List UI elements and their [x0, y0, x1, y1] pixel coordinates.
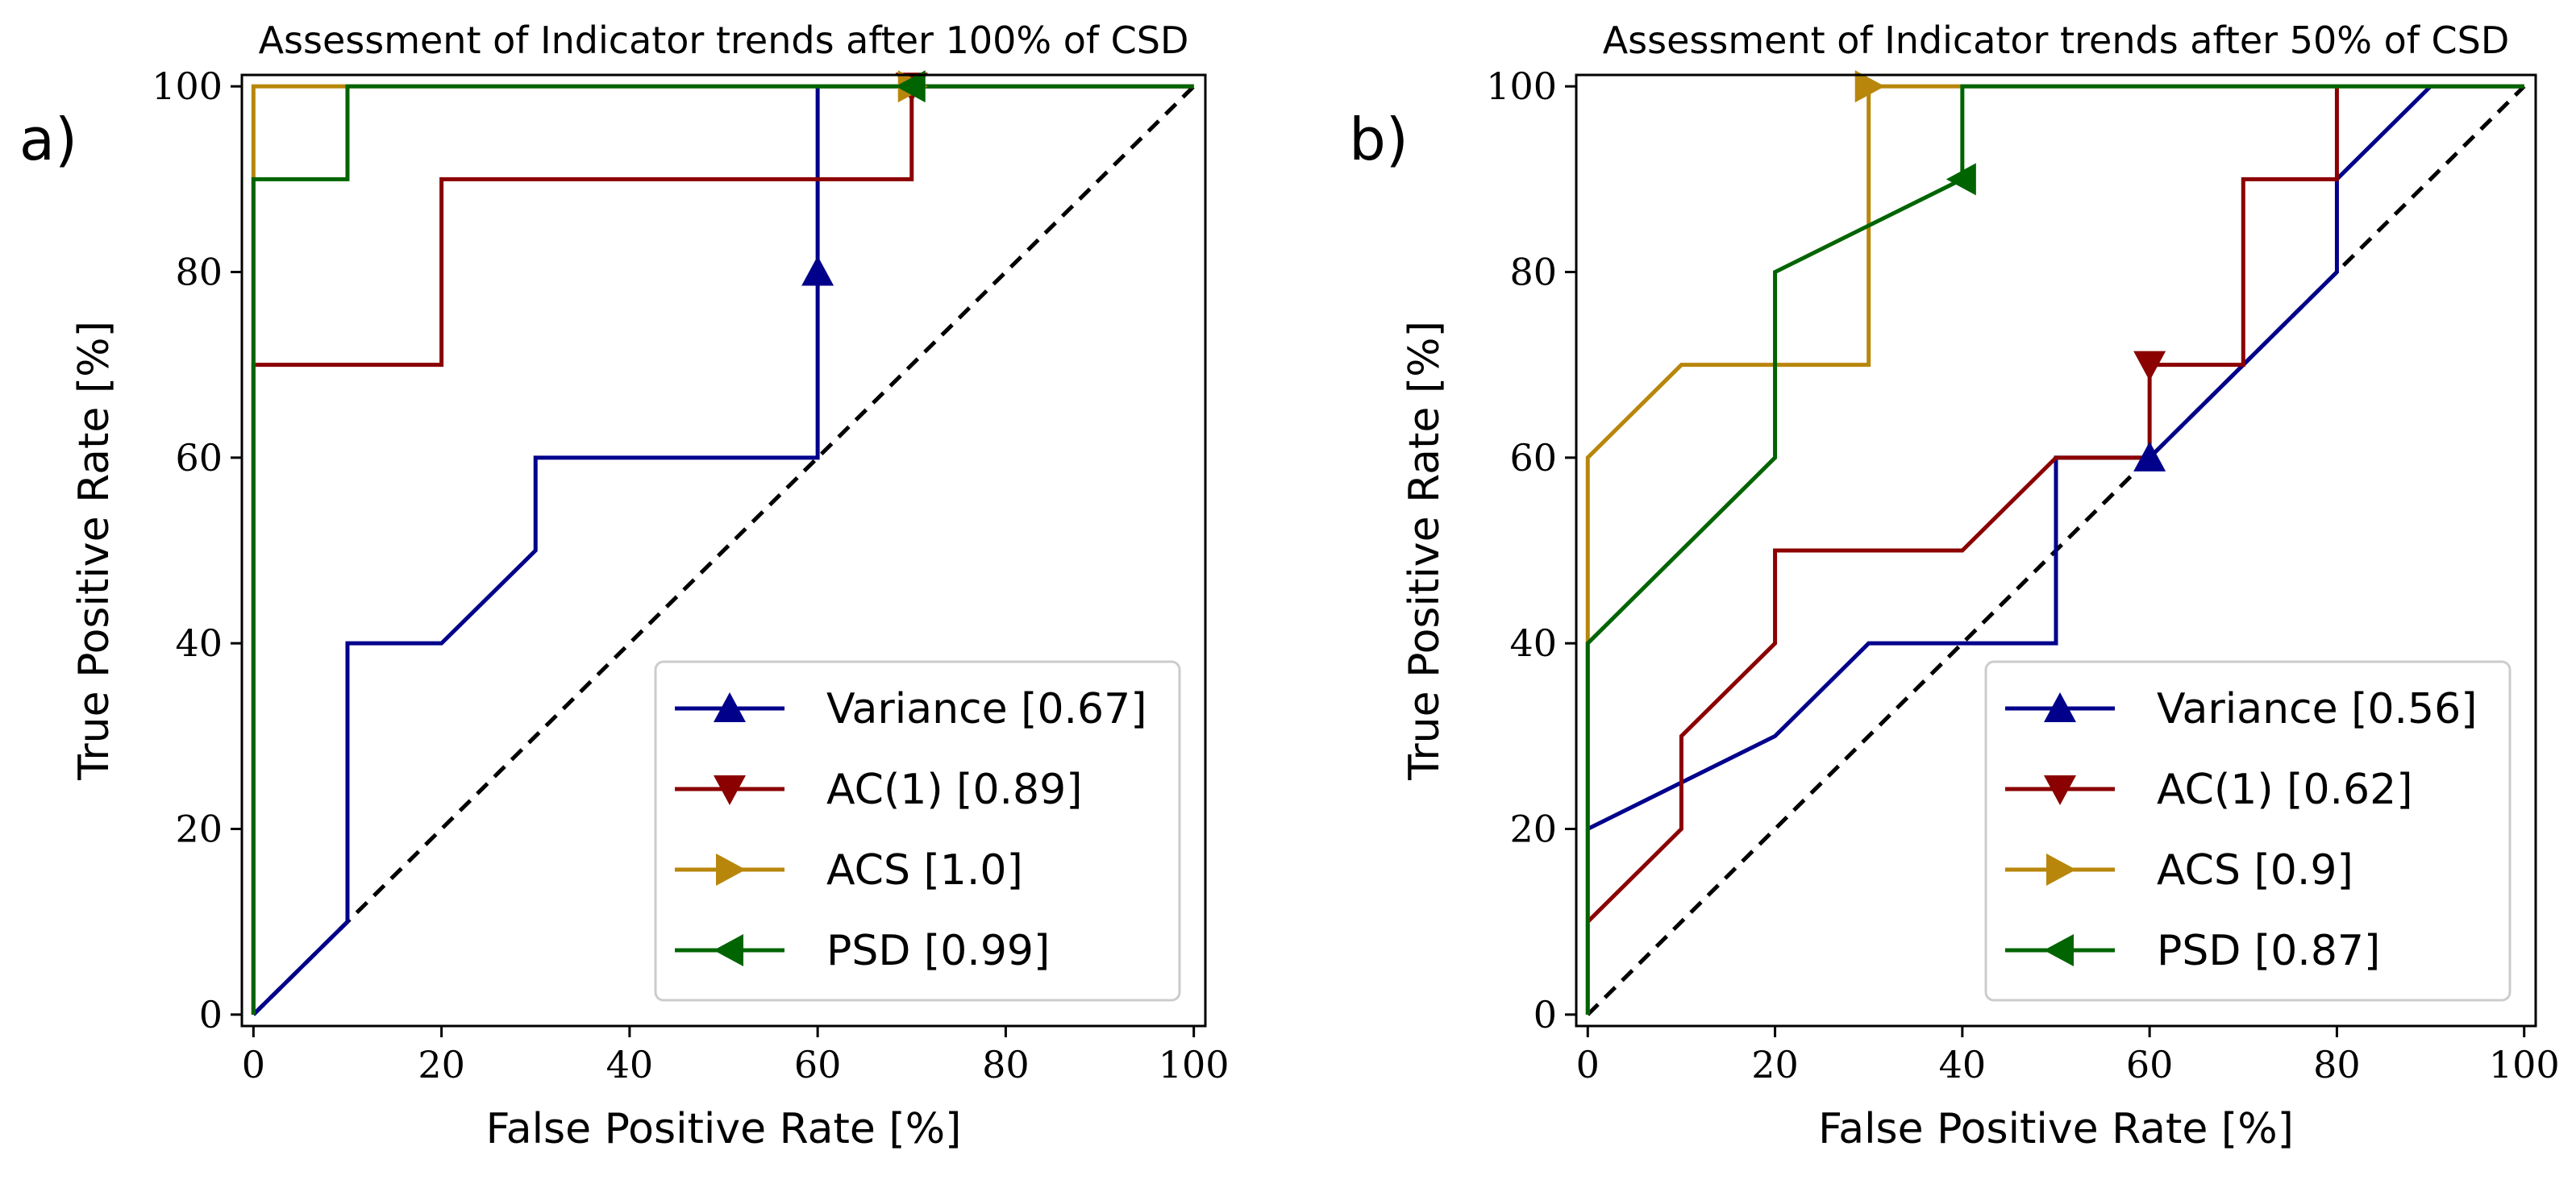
legend-box: [654, 660, 1181, 1002]
series-marker-right: [1854, 70, 1885, 103]
x-tick-label: 60: [794, 1043, 842, 1086]
legend-marker: [2044, 934, 2074, 966]
series-marker-left: [895, 70, 926, 103]
x-tick-label: 80: [982, 1043, 1030, 1086]
chart-title: Assessment of Indicator trends after 100…: [259, 19, 1189, 62]
legend-marker: [2044, 775, 2076, 805]
x-tick-label: 0: [1576, 1043, 1600, 1086]
legend-label: AC(1) [0.89]: [826, 766, 1083, 814]
y-tick-label: 100: [152, 64, 223, 108]
legend-marker: [714, 934, 743, 966]
legend-marker: [2046, 854, 2076, 886]
legend: Variance [0.56] AC(1) [0.62] ACS [0.9] PSD …: [1984, 660, 2511, 1002]
y-tick-label: 20: [1509, 808, 1557, 851]
series-line-left: [1585, 84, 2524, 1015]
y-tick-label: 40: [1509, 621, 1557, 665]
legend-marker: [716, 854, 746, 886]
legend-label: PSD [0.99]: [826, 927, 1050, 975]
y-tick-label: 100: [1486, 64, 1557, 108]
series-marker-down: [2133, 351, 2166, 381]
y-tick-label: 0: [1534, 993, 1557, 1036]
y-tick-label: 20: [175, 808, 223, 851]
legend-marker: [2044, 692, 2076, 722]
series-marker-up: [2133, 441, 2166, 471]
x-tick-label: 0: [242, 1043, 265, 1086]
x-tick-label: 20: [418, 1043, 465, 1086]
panel-label: b): [1349, 106, 1409, 173]
legend-marker: [714, 692, 746, 722]
x-tick-label: 80: [2313, 1043, 2361, 1086]
y-tick-label: 0: [199, 993, 223, 1036]
y-tick-label: 80: [1509, 250, 1557, 293]
y-tick-label: 80: [175, 250, 223, 293]
legend-label: ACS [0.9]: [2157, 846, 2353, 895]
x-tick-label: 60: [2126, 1043, 2174, 1086]
legend: Variance [0.67] AC(1) [0.89] ACS [1.0] PSD …: [654, 660, 1181, 1002]
chart-panel-1: Assessment of Indicator trends after 100…: [19, 19, 1230, 1153]
legend-marker: [714, 775, 746, 805]
diagonal-reference-line: [252, 85, 1196, 1016]
x-tick-label: 40: [1939, 1043, 1987, 1086]
chart-panel-2: Assessment of Indicator trends after 50%…: [1349, 19, 2560, 1153]
panel-label: a): [19, 106, 77, 173]
series-line-down: [1586, 86, 2339, 924]
series-marker-up: [801, 255, 834, 286]
legend-label: PSD [0.87]: [2157, 927, 2380, 975]
x-axis-label: False Positive Rate [%]: [486, 1105, 962, 1153]
plot-frame: [1575, 73, 2537, 1028]
x-tick-label: 20: [1751, 1043, 1799, 1086]
legend-label: AC(1) [0.62]: [2157, 766, 2413, 814]
x-axis-label: False Positive Rate [%]: [1818, 1105, 2294, 1153]
x-tick-label: 40: [606, 1043, 654, 1086]
series-line-left: [251, 84, 1194, 1015]
legend-label: Variance [0.56]: [2157, 685, 2478, 733]
x-tick-label: 100: [2489, 1043, 2560, 1086]
x-tick-label: 100: [1159, 1043, 1230, 1086]
series-marker-left: [1946, 163, 1976, 196]
legend-box: [1984, 660, 2511, 1002]
y-tick-label: 60: [1509, 436, 1557, 480]
y-axis-label: True Positive Rate [%]: [70, 321, 119, 781]
y-tick-label: 60: [175, 436, 223, 480]
legend-label: Variance [0.67]: [826, 685, 1147, 733]
legend-label: ACS [1.0]: [826, 846, 1023, 895]
plot-frame: [240, 73, 1207, 1028]
y-tick-label: 40: [175, 621, 223, 665]
y-axis-label: True Positive Rate [%]: [1400, 321, 1449, 781]
chart-title: Assessment of Indicator trends after 50%…: [1603, 19, 2510, 62]
